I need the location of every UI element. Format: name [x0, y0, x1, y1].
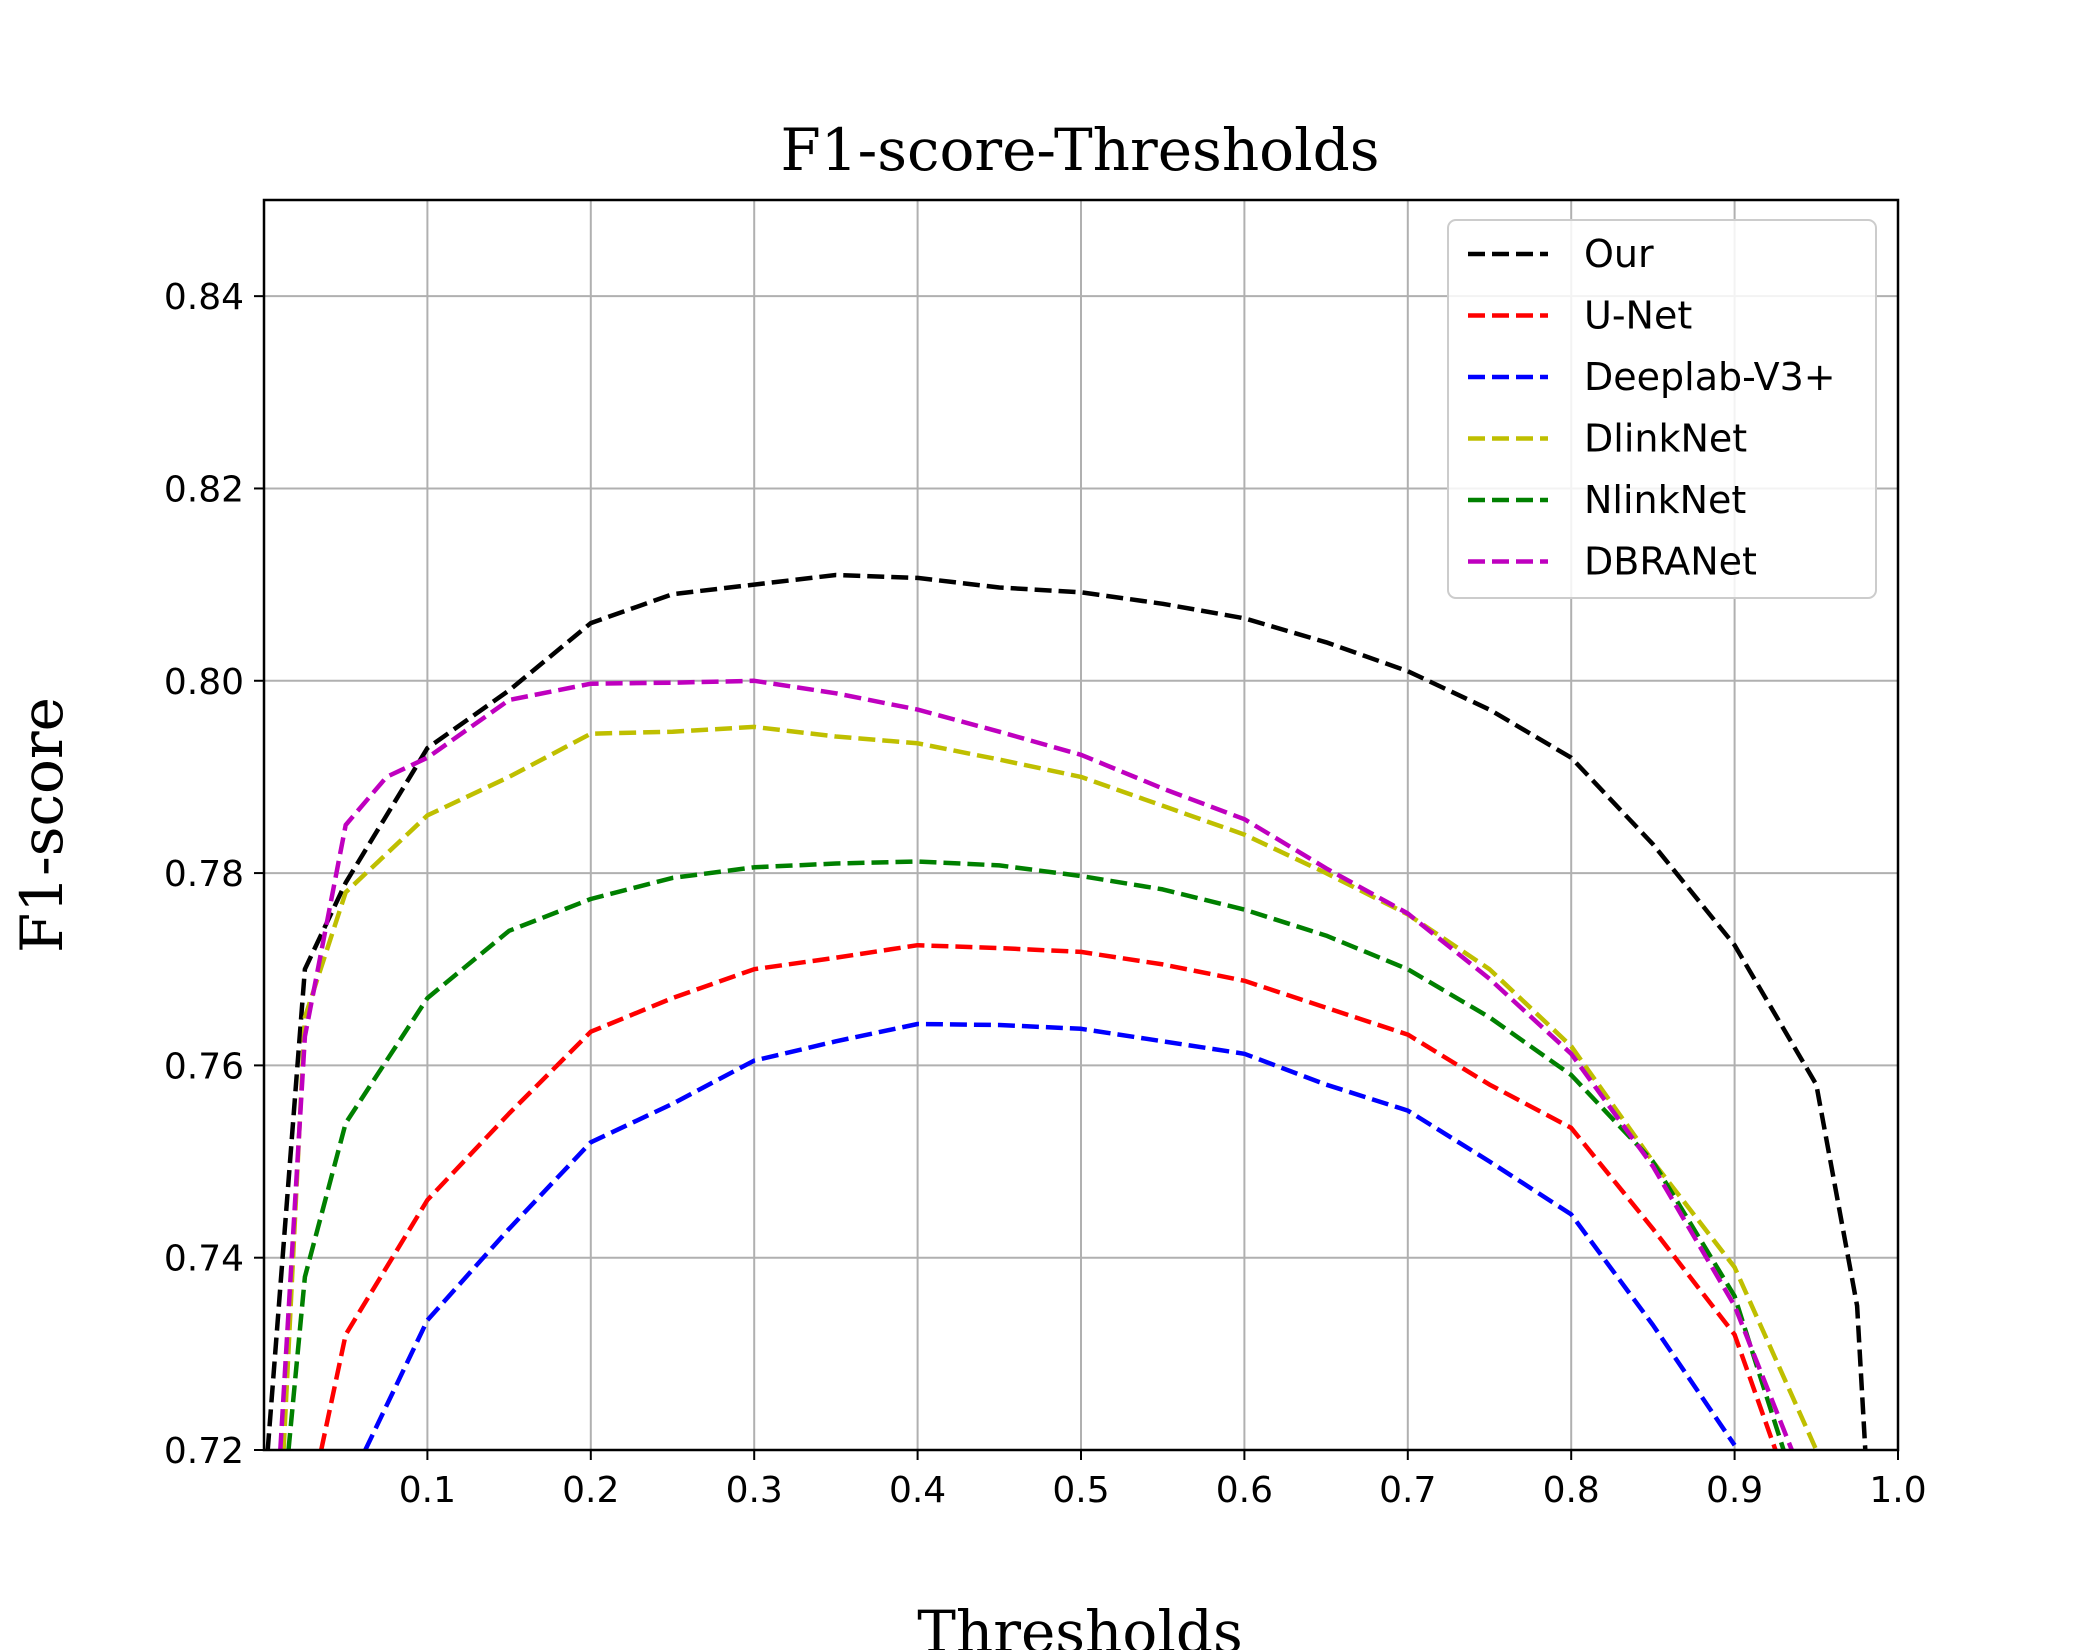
x-tick-label: 0.1: [399, 1470, 456, 1511]
legend-label: DBRANet: [1584, 540, 1757, 584]
series-line-dlinknet: [281, 724, 1819, 1450]
legend-label: Our: [1584, 232, 1654, 276]
x-tick-label: 0.9: [1706, 1470, 1763, 1511]
y-tick-label: 0.72: [164, 1431, 244, 1472]
x-tick-label: 0.4: [889, 1470, 946, 1511]
y-tick-label: 0.80: [164, 662, 244, 703]
y-axis-ticks: 0.72 0.74 0.76 0.78 0.80 0.82 0.84: [164, 277, 264, 1472]
y-tick-label: 0.74: [164, 1239, 244, 1280]
series-line-u-net: [318, 942, 1778, 1450]
legend-frame: [1447, 219, 1877, 599]
x-tick-label: 1.0: [1869, 1470, 1926, 1511]
legend-label: Deeplab-V3+: [1584, 355, 1836, 399]
legend-label: U-Net: [1584, 294, 1692, 338]
series-line-nlinknet: [286, 859, 1786, 1450]
y-axis-title: F1-score: [8, 697, 76, 953]
x-axis-title: Thresholds: [917, 1598, 1243, 1650]
x-tick-label: 0.7: [1379, 1470, 1436, 1511]
x-tick-label: 0.6: [1216, 1470, 1273, 1511]
y-tick-label: 0.76: [164, 1046, 244, 1087]
legend-label: NlinkNet: [1584, 478, 1746, 522]
y-tick-label: 0.84: [164, 277, 244, 318]
x-axis-ticks: 0.1 0.2 0.3 0.4 0.5 0.6 0.7 0.8 0.9 1.0: [399, 1450, 1927, 1511]
x-tick-label: 0.8: [1543, 1470, 1600, 1511]
chart-title: F1-score-Thresholds: [780, 116, 1379, 184]
y-tick-label: 0.82: [164, 469, 244, 510]
legend-label: DlinkNet: [1584, 417, 1747, 461]
y-tick-label: 0.78: [164, 854, 244, 895]
series-layer: [265, 572, 1868, 1450]
x-tick-label: 0.3: [726, 1470, 783, 1511]
x-tick-label: 0.5: [1052, 1470, 1109, 1511]
series-line-deeplab-v3-: [363, 1021, 1737, 1450]
legend: Our U-Net Deeplab-V3+ DlinkNet NlinkNet DBRAN…: [1447, 219, 1877, 599]
series-line-our: [265, 572, 1868, 1450]
series-line-dbranet: [278, 678, 1794, 1450]
x-tick-label: 0.2: [562, 1470, 619, 1511]
